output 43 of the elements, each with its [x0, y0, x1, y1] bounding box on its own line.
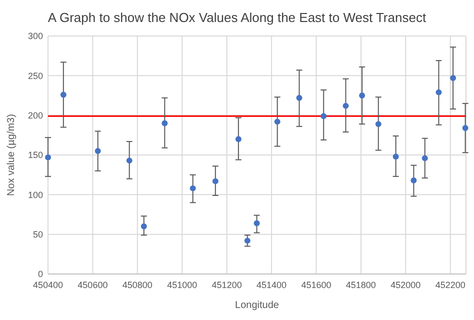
point: [60, 92, 66, 98]
point: [235, 136, 242, 142]
point: [392, 154, 399, 160]
y-tick-label: 50: [32, 229, 43, 240]
point: [320, 113, 327, 120]
x-axis-title: Longitude: [235, 300, 280, 311]
point: [359, 92, 366, 98]
x-tick-label: 451000: [167, 280, 198, 290]
point: [94, 148, 101, 154]
y-tick-label: 100: [28, 190, 43, 200]
y-axis-title: Nox value (µg/m3): [6, 114, 17, 196]
point: [296, 94, 302, 101]
y-tick-label: 150: [28, 150, 43, 160]
x-tick-label: 451400: [256, 280, 287, 290]
y-tick-label: 250: [28, 70, 43, 81]
point: [342, 102, 349, 109]
point: [244, 238, 250, 244]
x-tick-label: 450400: [32, 280, 64, 290]
x-tick-label: 450800: [122, 280, 152, 290]
point: [126, 158, 132, 164]
chart-title: A Graph to show the NOx Values Along the East to West Transect: [48, 10, 426, 25]
y-tick-label: 200: [28, 110, 43, 120]
point: [162, 120, 168, 126]
point: [45, 154, 51, 160]
point: [140, 223, 147, 230]
x-tick-label: 451800: [346, 280, 376, 290]
point: [450, 75, 456, 82]
point: [274, 118, 280, 125]
y-tick-label: 300: [28, 31, 43, 42]
point: [375, 121, 382, 128]
point: [462, 125, 468, 132]
point: [436, 89, 442, 96]
point: [422, 155, 428, 162]
x-tick-label: 452000: [390, 280, 421, 290]
point: [212, 178, 218, 184]
x-tick-label: 451600: [301, 280, 332, 290]
point: [410, 177, 417, 184]
x-tick-label: 450600: [78, 280, 108, 290]
x-tick-label: 452200: [435, 280, 466, 290]
y-tick-label: 0: [38, 269, 43, 280]
point: [190, 185, 196, 192]
point: [254, 220, 260, 226]
x-tick-label: 451200: [212, 280, 242, 290]
